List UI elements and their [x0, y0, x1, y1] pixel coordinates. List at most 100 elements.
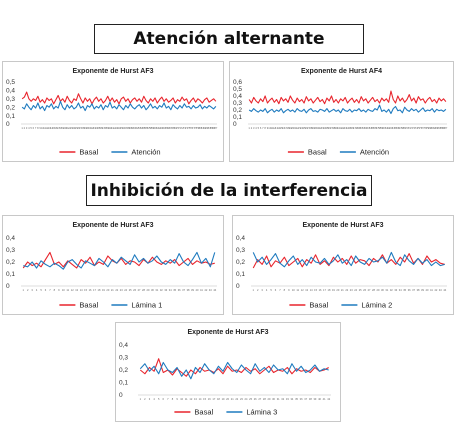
x-tick-label: 36	[408, 288, 411, 292]
x-tick-label: 32	[319, 126, 322, 130]
x-tick-label: 30	[151, 288, 154, 292]
series-line-l-mina-1	[23, 251, 216, 270]
x-tick-label: 34	[169, 288, 172, 292]
x-tick-label: 1	[253, 288, 255, 292]
x-tick-label: 38	[187, 288, 190, 292]
x-tick-label: 27	[79, 126, 82, 130]
x-tick-label: 25	[129, 288, 132, 292]
series-line-l-mina-2	[252, 251, 445, 268]
x-tick-label: 10	[62, 288, 65, 292]
x-tick-label: 11	[296, 288, 299, 292]
y-tick-label: 0,1	[233, 114, 242, 121]
x-tick-label: 68	[401, 126, 404, 130]
x-tick-label: 27	[138, 288, 141, 292]
x-tick-label: 66	[396, 126, 399, 130]
x-tick-label: 78	[194, 126, 197, 130]
x-tick-label: 39	[421, 288, 424, 292]
x-tick-label: 51	[362, 126, 365, 130]
x-tick-label: 5	[30, 126, 32, 130]
x-tick-label: 44	[213, 288, 216, 292]
x-tick-label: 31	[316, 126, 319, 130]
x-tick-label: 26	[305, 126, 308, 130]
x-tick-label: 55	[371, 126, 374, 130]
x-tick-label: 50	[360, 126, 363, 130]
x-tick-label: 1	[23, 288, 25, 292]
x-tick-label: 36	[100, 126, 103, 130]
x-tick-label: 38	[332, 126, 335, 130]
x-tick-label: 33	[394, 288, 397, 292]
x-tick-label: 42	[113, 126, 116, 130]
x-tick-label: 5	[158, 397, 160, 401]
x-tick-label: 19	[222, 397, 225, 401]
x-tick-label: 56	[374, 126, 377, 130]
chart-title: Exponente de Hurst AF3	[72, 68, 153, 75]
x-tick-label: 13	[275, 126, 278, 130]
x-tick-label: 32	[281, 397, 284, 401]
x-tick-label: 70	[406, 126, 409, 130]
x-tick-label: 2	[24, 126, 26, 130]
series-line-basal	[252, 253, 445, 269]
x-tick-label: 10	[41, 126, 44, 130]
x-tick-label: 34	[95, 126, 98, 130]
y-tick-label: 0,1	[6, 271, 15, 278]
x-tick-label: 39	[106, 126, 109, 130]
x-tick-label: 22	[68, 126, 71, 130]
y-tick-label: 0,1	[119, 380, 128, 387]
x-tick-label: 54	[369, 126, 372, 130]
x-tick-label: 82	[203, 126, 206, 130]
x-tick-label: 15	[203, 397, 206, 401]
x-tick-label: 28	[263, 397, 266, 401]
x-tick-label: 19	[61, 126, 64, 130]
x-tick-label: 9	[267, 126, 269, 130]
x-tick-label: 6	[163, 397, 165, 401]
x-tick-label: 7	[167, 397, 169, 401]
x-tick-label: 39	[191, 288, 194, 292]
x-tick-label: 9	[58, 288, 60, 292]
x-tick-label: 60	[154, 126, 157, 130]
x-tick-label: 16	[208, 397, 211, 401]
x-tick-label: 80	[199, 126, 202, 130]
x-tick-label: 74	[185, 126, 188, 130]
x-tick-label: 67	[169, 126, 172, 130]
x-tick-label: 48	[127, 126, 130, 130]
x-tick-label: 19	[102, 288, 105, 292]
x-tick-label: 36	[328, 126, 331, 130]
x-tick-label: 10	[180, 397, 183, 401]
x-tick-label: 75	[417, 126, 420, 130]
x-tick-label: 16	[282, 126, 285, 130]
x-tick-label: 11	[271, 126, 274, 130]
y-tick-label: 0,4	[6, 88, 15, 95]
x-tick-label: 46	[351, 126, 354, 130]
x-tick-label: 20	[336, 288, 339, 292]
series-line-basal	[21, 91, 217, 105]
x-tick-label: 16	[89, 288, 92, 292]
x-tick-label: 18	[217, 397, 220, 401]
x-tick-label: 33	[164, 288, 167, 292]
legend-label: Basal	[79, 148, 98, 157]
x-tick-label: 9	[288, 288, 290, 292]
x-tick-label: 42	[341, 126, 344, 130]
x-tick-label: 9	[176, 397, 178, 401]
x-tick-label: 83	[435, 126, 438, 130]
x-tick-label: 21	[231, 397, 234, 401]
x-tick-label: 63	[160, 126, 163, 130]
x-tick-label: 37	[102, 126, 105, 130]
x-tick-label: 61	[385, 126, 388, 130]
x-tick-label: 26	[254, 397, 257, 401]
x-tick-label: 25	[359, 288, 362, 292]
x-tick-label: 29	[377, 288, 380, 292]
x-tick-label: 80	[428, 126, 431, 130]
x-tick-label: 64	[163, 126, 166, 130]
legend-label: Atención	[131, 148, 160, 157]
x-tick-label: 6	[275, 288, 277, 292]
x-tick-label: 6	[260, 126, 262, 130]
x-tick-label: 43	[344, 126, 347, 130]
x-tick-label: 29	[312, 126, 315, 130]
chart-title: Exponente de Hurst AF4	[301, 68, 382, 75]
x-tick-label: 5	[40, 288, 42, 292]
x-tick-label: 12	[71, 288, 74, 292]
y-tick-label: 0	[6, 283, 10, 290]
x-tick-label: 23	[350, 288, 353, 292]
x-tick-label: 3	[261, 288, 263, 292]
